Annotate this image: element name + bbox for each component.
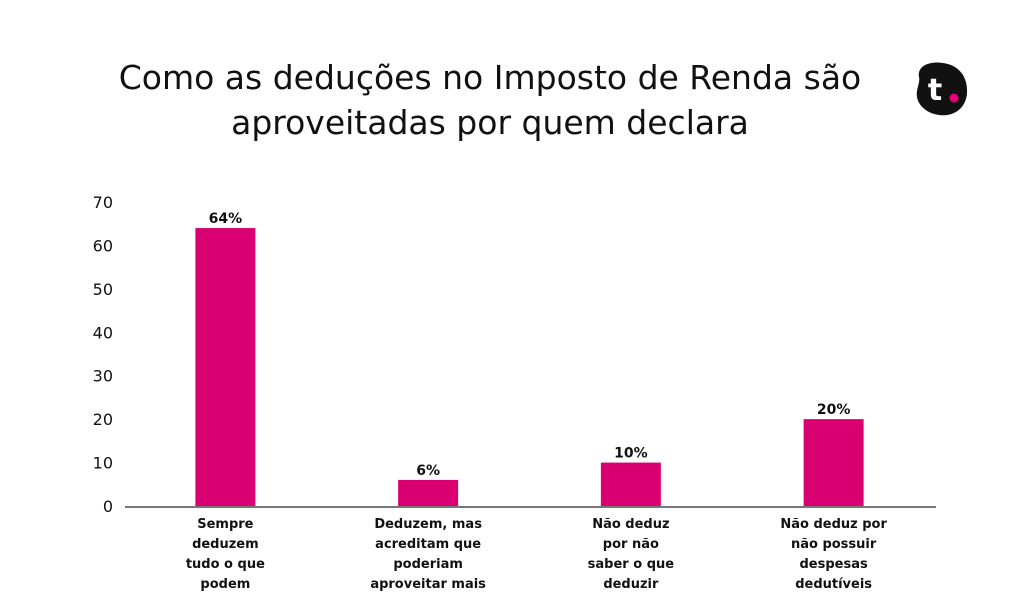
bar bbox=[803, 419, 864, 506]
data-label: 10% bbox=[614, 446, 648, 462]
data-labels: 64% 6% 10% 20% bbox=[209, 211, 851, 479]
y-tick-label: 0 bbox=[103, 497, 113, 516]
data-label: 6% bbox=[416, 463, 440, 479]
y-tick-label: 30 bbox=[93, 367, 113, 386]
x-category-label: acreditam que bbox=[375, 537, 481, 552]
x-category-label: tudo o que bbox=[186, 557, 265, 572]
y-tick-label: 40 bbox=[93, 323, 113, 342]
x-category-label: Sempre bbox=[197, 517, 253, 532]
title-line: aproveitadas por quem declara bbox=[231, 103, 749, 142]
logo-dot bbox=[949, 93, 959, 103]
t-logo-icon: t bbox=[916, 62, 968, 116]
x-category-label: podem bbox=[200, 577, 250, 592]
x-category-label: poderiam bbox=[393, 557, 463, 572]
y-tick-label: 70 bbox=[93, 193, 113, 212]
x-category-label: Não deduz bbox=[592, 517, 669, 532]
title-line: Como as deduções no Imposto de Renda são bbox=[118, 58, 862, 97]
y-tick-label: 60 bbox=[93, 236, 113, 255]
x-category-label: dedutíveis bbox=[795, 577, 872, 592]
bar bbox=[398, 479, 459, 506]
category-labels: Sempre deduzem tudo o que podem Deduzem, mas… bbox=[186, 517, 888, 592]
bars bbox=[195, 228, 864, 507]
bar bbox=[195, 228, 256, 507]
bar bbox=[600, 462, 661, 506]
x-category-label: deduzem bbox=[192, 537, 259, 552]
x-category-label: Deduzem, mas bbox=[374, 517, 482, 532]
y-tick-label: 20 bbox=[93, 410, 113, 429]
y-tick-label: 10 bbox=[93, 454, 113, 473]
x-category-label: Não deduz por bbox=[780, 517, 887, 532]
data-label: 20% bbox=[817, 402, 851, 418]
chart-title: Como as deduções no Imposto de Renda são… bbox=[90, 55, 890, 145]
x-category-label: saber o que bbox=[588, 557, 675, 572]
x-category-label: não possuir bbox=[791, 537, 877, 552]
x-category-label: aproveitar mais bbox=[370, 577, 486, 592]
x-category-label: despesas bbox=[800, 557, 868, 572]
y-tick-label: 50 bbox=[93, 280, 113, 299]
x-category-label: deduzir bbox=[603, 577, 659, 592]
data-label: 64% bbox=[209, 211, 243, 227]
logo-letter: t bbox=[928, 73, 942, 108]
x-category-label: por não bbox=[603, 537, 659, 552]
y-axis: 0 10 20 30 40 50 60 70 bbox=[93, 193, 113, 516]
